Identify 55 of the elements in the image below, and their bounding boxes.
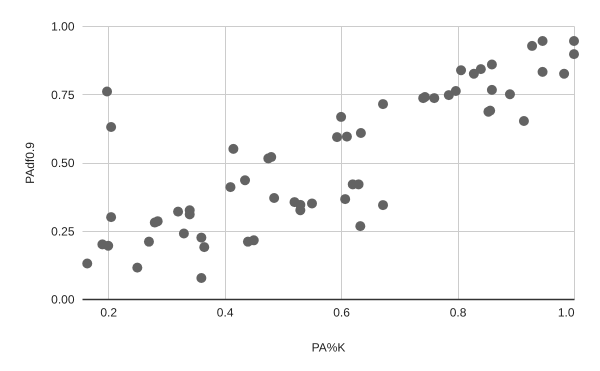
y-tick-label: 0.50 [51, 156, 75, 170]
point [228, 144, 238, 154]
point [429, 93, 440, 104]
point [342, 132, 352, 142]
point [538, 36, 548, 46]
point [103, 240, 114, 251]
x-tick-label: 1.0 [558, 306, 575, 320]
point [450, 86, 461, 96]
point [248, 235, 259, 246]
point [355, 221, 366, 232]
point [225, 182, 236, 192]
y-tick-label: 0.00 [51, 292, 75, 306]
point [266, 152, 276, 162]
point [332, 132, 342, 142]
x-tick-label: 0.6 [333, 306, 350, 320]
point [569, 36, 579, 46]
y-tick-label: 0.75 [51, 88, 75, 102]
point [144, 236, 154, 247]
point [178, 228, 189, 238]
point [196, 232, 206, 243]
point [476, 64, 486, 74]
point [306, 198, 317, 208]
point [336, 112, 346, 122]
point [527, 40, 538, 51]
point [518, 116, 529, 126]
y-tick-label: 0.25 [51, 224, 75, 238]
y-axis-title: PAdf0.9 [23, 142, 38, 184]
point [269, 193, 280, 203]
x-tick-label: 0.8 [450, 306, 467, 320]
point [240, 175, 250, 186]
point [504, 89, 515, 100]
point [106, 212, 116, 222]
point [199, 242, 210, 252]
point [196, 272, 206, 283]
point [102, 86, 112, 97]
x-tick-label: 0.2 [100, 306, 118, 320]
point [486, 84, 497, 95]
point [173, 206, 184, 217]
point [456, 65, 466, 76]
y-tick-label: 1.00 [51, 20, 75, 34]
point [559, 68, 570, 79]
point [152, 216, 163, 226]
point [538, 66, 548, 77]
point [340, 194, 350, 204]
point [82, 258, 92, 268]
point [132, 262, 142, 273]
x-tick-label: 0.4 [216, 306, 234, 320]
x-axis-title: PA%K [312, 340, 346, 354]
point [569, 49, 579, 60]
point [378, 200, 388, 210]
point [356, 128, 366, 138]
point [486, 60, 497, 70]
point [468, 68, 479, 79]
point [378, 99, 388, 110]
point [106, 122, 116, 132]
